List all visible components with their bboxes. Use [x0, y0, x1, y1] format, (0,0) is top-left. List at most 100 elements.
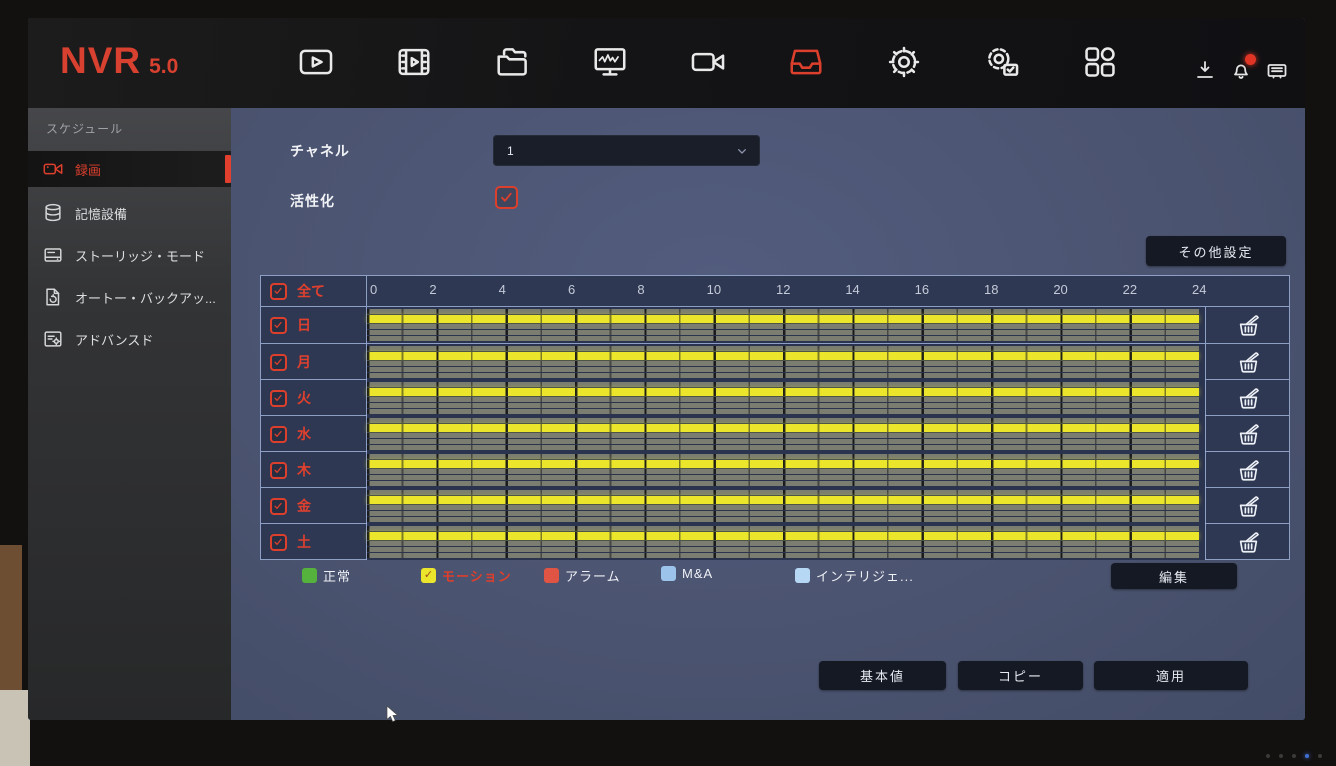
day-checkbox-tue[interactable] [270, 389, 287, 407]
schedule-strip-wed[interactable] [367, 416, 1205, 452]
time-tick-label: 24 [1191, 282, 1207, 297]
legend-swatch: ✓ [421, 568, 436, 583]
track-motion [367, 388, 1199, 396]
sidebar-item-advanced[interactable]: アドバンスド [28, 321, 231, 357]
legend-item-intelligent[interactable]: インテリジェ... [795, 566, 914, 585]
channel-value: 1 [507, 143, 514, 158]
track-empty [367, 481, 1199, 486]
edit-button[interactable]: 編集 [1111, 563, 1237, 589]
background-box [0, 545, 22, 693]
edit-basket-icon [1235, 423, 1262, 452]
schedule-row-tue: 火 [261, 379, 1291, 416]
more-settings-button[interactable]: その他設定 [1146, 236, 1286, 266]
time-tick-label: 10 [706, 282, 722, 297]
day-checkbox-sun[interactable] [270, 316, 287, 334]
default-button[interactable]: 基本値 [819, 661, 946, 690]
all-days-cell: 全て [261, 276, 367, 306]
edit-cell [1205, 380, 1291, 416]
schedule-row-sat: 土 [261, 523, 1289, 560]
day-checkbox-fri[interactable] [270, 497, 287, 515]
schedule-strip-fri[interactable] [367, 488, 1205, 524]
playback-icon[interactable] [392, 42, 436, 82]
download-icon[interactable] [1193, 58, 1217, 82]
day-checkbox-wed[interactable] [270, 425, 287, 443]
time-tick-label: 22 [1122, 282, 1138, 297]
time-tick-label: 2 [429, 282, 437, 297]
edit-schedule-button[interactable] [1235, 421, 1262, 448]
schedule-strip-sat[interactable] [367, 524, 1205, 560]
time-tick-label: 0 [370, 282, 378, 297]
legend-label: アラーム [565, 569, 621, 584]
track-empty [367, 505, 1199, 510]
schedule-row-wed: 水 [261, 415, 1289, 452]
settings-icon[interactable] [882, 42, 926, 82]
schedule-row-thu: 木 [261, 451, 1289, 488]
track-empty [367, 361, 1199, 366]
schedule-strip-thu[interactable] [367, 452, 1205, 488]
legend-item-alarm[interactable]: アラーム [544, 566, 621, 585]
day-label: 金 [297, 498, 311, 514]
apps-icon[interactable] [1078, 42, 1122, 82]
track-motion [367, 315, 1199, 323]
edit-schedule-button[interactable] [1235, 312, 1262, 339]
sidebar-item-storage-db[interactable]: 記憶設備 [28, 195, 231, 231]
file-management-icon[interactable] [490, 42, 534, 82]
legend-item-ma[interactable]: M&A [661, 566, 713, 581]
day-checkbox-thu[interactable] [270, 461, 287, 479]
edit-schedule-button[interactable] [1235, 457, 1262, 484]
live-view-icon[interactable] [294, 42, 338, 82]
legend-swatch [661, 566, 676, 581]
sidebar-item-storage-mode[interactable]: ストーリッジ・モード [28, 237, 231, 273]
maintenance-icon[interactable] [980, 42, 1024, 82]
day-cell: 水 [261, 416, 367, 452]
track-motion [367, 424, 1199, 432]
sidebar-item-label: アドバンスド [75, 332, 154, 348]
schedule-strip-sun[interactable] [367, 307, 1205, 343]
power-led [1305, 754, 1309, 758]
edit-schedule-button[interactable] [1235, 529, 1262, 556]
edit-cell [1205, 307, 1291, 343]
day-cell: 木 [261, 452, 367, 488]
channel-select[interactable]: 1 [493, 135, 760, 166]
enable-checkbox[interactable] [495, 186, 518, 209]
legend-label: M&A [682, 566, 714, 581]
sidebar-list: 録画記憶設備ストーリッジ・モード オートー・バックアッ... アドバンスド [28, 151, 231, 357]
edit-schedule-button[interactable] [1235, 385, 1262, 412]
schedule-row-mon: 月 [261, 343, 1289, 380]
edit-schedule-button[interactable] [1235, 493, 1262, 520]
day-checkbox-sat[interactable] [270, 533, 287, 551]
track-empty [367, 541, 1199, 546]
auto-backup-icon [42, 286, 64, 308]
legend-swatch [795, 568, 810, 583]
camera-icon[interactable] [686, 42, 730, 82]
brand-name: NVR [60, 40, 142, 81]
day-label: 月 [297, 354, 311, 370]
alarm-bell-icon[interactable] [1229, 54, 1256, 82]
sidebar-item-label: 記憶設備 [75, 206, 128, 222]
sidebar: スケジュール 録画 記憶設備 ストーリッジ・モード オートー・バックアッ... アドバン… [28, 108, 231, 720]
edit-schedule-button[interactable] [1235, 349, 1262, 376]
day-checkbox-mon[interactable] [270, 353, 287, 371]
time-tick-label: 18 [983, 282, 999, 297]
apply-button[interactable]: 適用 [1094, 661, 1248, 690]
sidebar-item-record-camera[interactable]: 録画 [28, 151, 231, 187]
recording-icon[interactable] [784, 42, 828, 82]
time-tick-label: 4 [498, 282, 506, 297]
schedule-strip-mon[interactable] [367, 344, 1205, 380]
legend-label: 正常 [323, 569, 352, 584]
track-empty [367, 439, 1199, 444]
legend-label: インテリジェ... [816, 569, 914, 584]
edit-cell [1205, 488, 1291, 524]
copy-button[interactable]: コピー [958, 661, 1083, 690]
track-empty [367, 445, 1199, 450]
schedule-strip-tue[interactable] [367, 380, 1205, 416]
track-empty [367, 418, 1199, 423]
day-cell: 土 [261, 524, 367, 560]
all-days-checkbox[interactable] [270, 282, 287, 300]
system-status-icon[interactable] [588, 42, 632, 82]
legend-item-motion[interactable]: ✓ モーション [421, 566, 512, 585]
sidebar-item-auto-backup[interactable]: オートー・バックアッ... [28, 279, 231, 315]
track-empty [367, 490, 1199, 495]
backup-device-icon[interactable] [1265, 58, 1289, 82]
legend-item-normal[interactable]: 正常 [302, 566, 351, 585]
